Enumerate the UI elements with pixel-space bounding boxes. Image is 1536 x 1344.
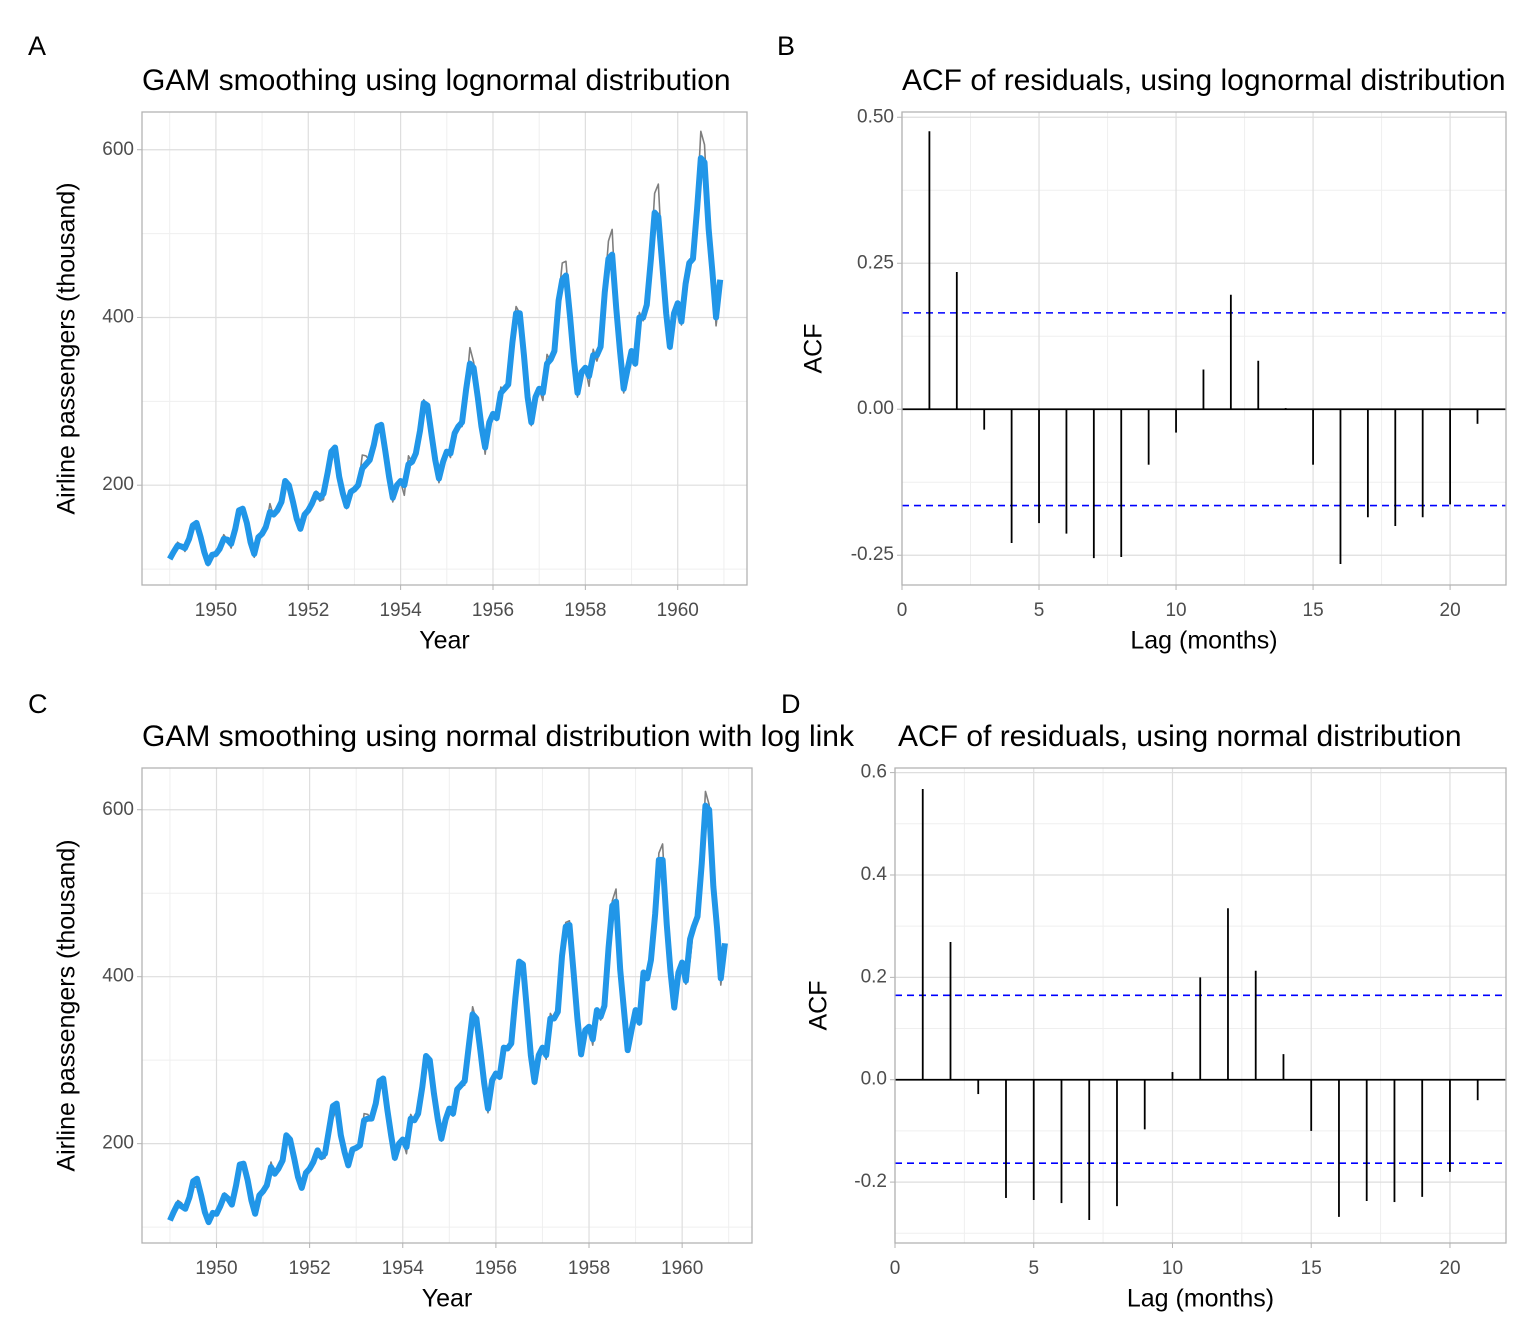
y-tick-label: 600 [102,799,134,820]
x-tick-label: 1958 [564,600,606,621]
y-tick-label: -0.2 [854,1171,887,1192]
y-tick-label: 0.00 [857,398,894,419]
y-tick-label: -0.25 [851,544,894,565]
panel-tag: B [777,31,795,61]
y-tick-label: 0.2 [861,966,887,987]
x-tick-label: 0 [897,600,908,621]
y-axis-label: Airline passengers (thousand) [53,182,81,514]
x-tick-label: 15 [1301,1258,1322,1279]
x-tick-label: 1954 [382,1258,425,1279]
x-tick-label: 1952 [287,600,329,621]
x-tick-label: 1956 [475,1258,517,1279]
x-axis-label: Year [419,627,470,655]
x-tick-label: 1952 [288,1258,330,1279]
y-tick-label: 400 [102,966,134,987]
panel-tag: C [28,689,48,719]
y-tick-label: 400 [102,306,134,327]
panel-border [901,111,1507,586]
y-axis-label: ACF [805,981,833,1031]
x-tick-label: 1956 [472,600,514,621]
x-tick-label: 1960 [661,1258,703,1279]
y-tick-label: 0.0 [861,1069,887,1090]
x-tick-label: 10 [1162,1258,1183,1279]
x-axis-label: Lag (months) [1130,627,1277,655]
chart-title: ACF of residuals, using normal distribut… [898,720,1462,753]
y-tick-label: 200 [102,474,134,495]
y-tick-label: 0.6 [861,762,887,783]
x-tick-label: 1950 [195,600,237,621]
chart-title: GAM smoothing using lognormal distributi… [142,64,731,97]
y-tick-label: 600 [102,139,134,160]
x-tick-label: 0 [890,1258,901,1279]
y-tick-label: 0.25 [857,252,894,273]
x-tick-label: 20 [1439,1258,1460,1279]
x-tick-label: 20 [1440,600,1461,621]
x-tick-label: 1958 [568,1258,610,1279]
x-tick-label: 1960 [657,600,699,621]
chart-title: ACF of residuals, using lognormal distri… [902,64,1506,97]
panel-tag: D [781,689,801,719]
chart-title: GAM smoothing using normal distribution … [142,720,855,753]
x-tick-label: 5 [1028,1258,1039,1279]
y-axis-label: ACF [800,324,828,374]
series-line [167,802,728,1226]
panel-border [141,767,753,1244]
x-tick-label: 15 [1303,600,1324,621]
y-tick-label: 0.50 [857,106,894,127]
panel-border [141,111,748,586]
series-line [167,155,724,567]
y-axis-label: Airline passengers (thousand) [53,839,81,1171]
x-axis-label: Lag (months) [1127,1285,1274,1313]
panel-border [894,767,1507,1244]
x-tick-label: 1954 [379,600,422,621]
y-tick-label: 0.4 [861,864,888,885]
x-tick-label: 1950 [195,1258,237,1279]
x-axis-label: Year [422,1285,473,1313]
y-tick-label: 200 [102,1133,134,1154]
panel-tag: A [28,31,46,61]
x-tick-label: 10 [1165,600,1186,621]
x-tick-label: 5 [1034,600,1045,621]
